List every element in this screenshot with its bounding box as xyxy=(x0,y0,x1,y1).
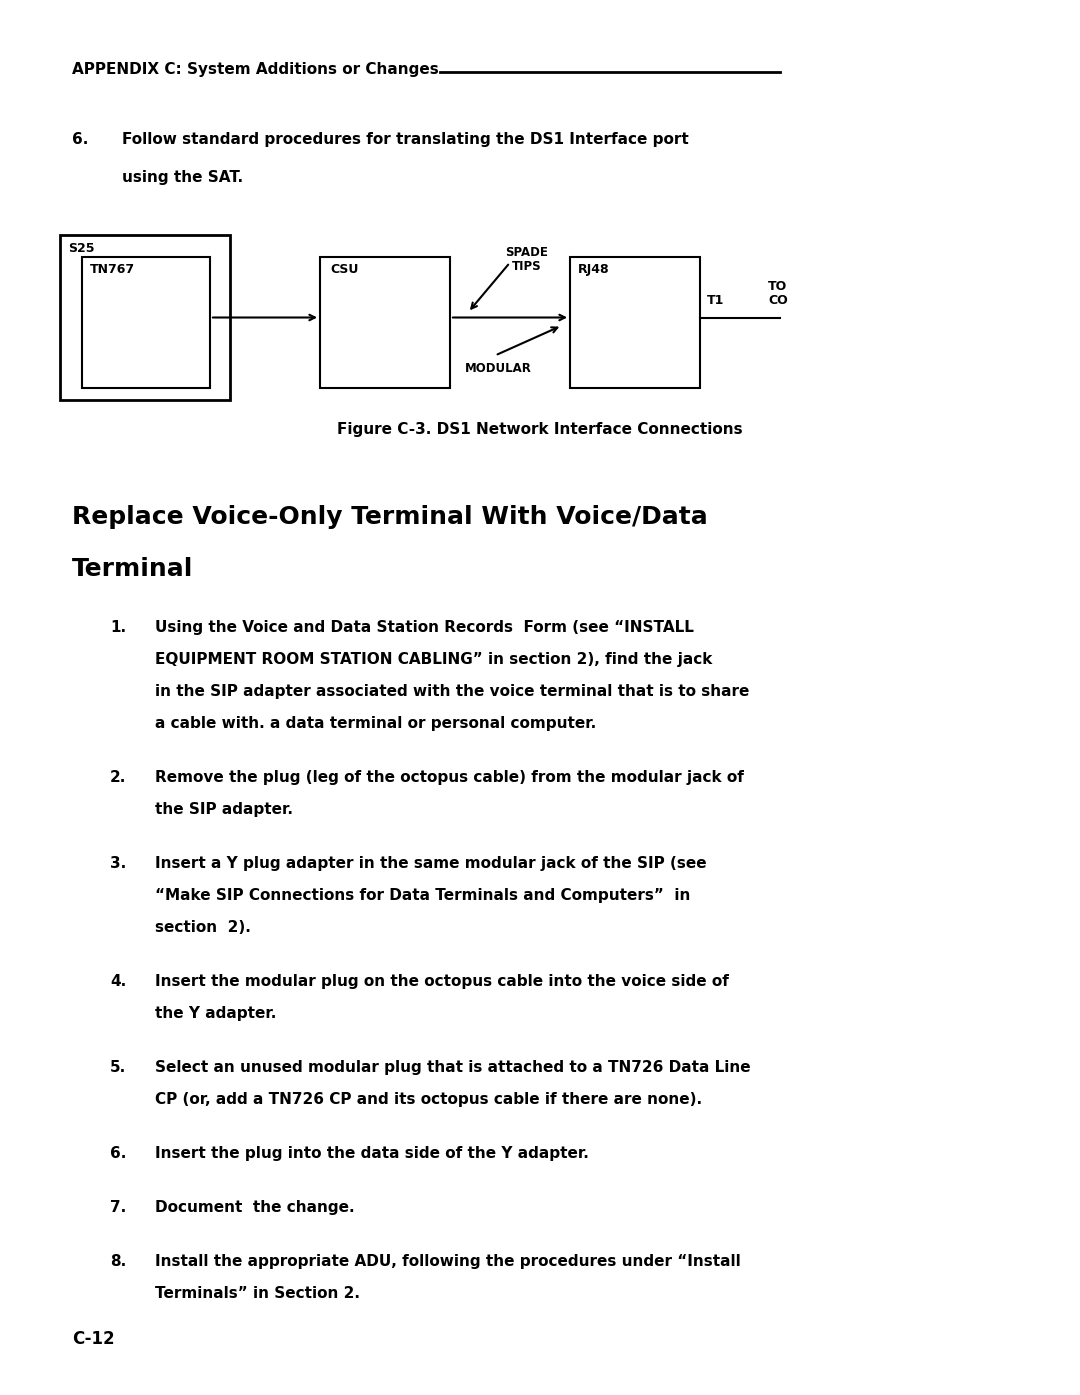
Text: 3.: 3. xyxy=(110,857,126,870)
Text: 8.: 8. xyxy=(110,1254,126,1269)
Text: S25: S25 xyxy=(68,241,95,255)
Text: C-12: C-12 xyxy=(72,1329,114,1348)
Text: MODULAR: MODULAR xyxy=(465,363,531,375)
Text: CP (or, add a TN726 CP and its octopus cable if there are none).: CP (or, add a TN726 CP and its octopus c… xyxy=(156,1092,702,1108)
Text: 5.: 5. xyxy=(110,1060,126,1076)
Text: Figure C-3. DS1 Network Interface Connections: Figure C-3. DS1 Network Interface Connec… xyxy=(337,423,743,437)
Text: SPADE
TIPS: SPADE TIPS xyxy=(505,246,548,273)
Text: 6.: 6. xyxy=(72,133,89,146)
Text: in the SIP adapter associated with the voice terminal that is to share: in the SIP adapter associated with the v… xyxy=(156,684,750,699)
Bar xyxy=(320,257,450,388)
Text: RJ48: RJ48 xyxy=(578,264,609,276)
Text: Document  the change.: Document the change. xyxy=(156,1200,354,1215)
Text: T1: T1 xyxy=(707,294,725,307)
Text: TN767: TN767 xyxy=(90,264,135,276)
Text: EQUIPMENT ROOM STATION CABLING” in section 2), find the jack: EQUIPMENT ROOM STATION CABLING” in secti… xyxy=(156,651,713,667)
Bar xyxy=(60,234,230,400)
Text: Replace Voice-Only Terminal With Voice/Data: Replace Voice-Only Terminal With Voice/D… xyxy=(72,505,707,529)
Text: CSU: CSU xyxy=(330,264,359,276)
Text: the Y adapter.: the Y adapter. xyxy=(156,1006,276,1021)
Text: 2.: 2. xyxy=(110,770,126,785)
Text: Insert a Y plug adapter in the same modular jack of the SIP (see: Insert a Y plug adapter in the same modu… xyxy=(156,857,706,870)
Text: Select an unused modular plug that is attached to a TN726 Data Line: Select an unused modular plug that is at… xyxy=(156,1060,751,1076)
Text: the SIP adapter.: the SIP adapter. xyxy=(156,802,293,817)
Text: a cable with. a data terminal or personal computer.: a cable with. a data terminal or persona… xyxy=(156,716,596,731)
Text: Terminal: Terminal xyxy=(72,557,193,580)
Text: Insert the plug into the data side of the Y adapter.: Insert the plug into the data side of th… xyxy=(156,1147,589,1161)
Text: 6.: 6. xyxy=(110,1147,126,1161)
Text: 4.: 4. xyxy=(110,974,126,989)
Text: using the SAT.: using the SAT. xyxy=(122,170,243,186)
Text: Remove the plug (leg of the octopus cable) from the modular jack of: Remove the plug (leg of the octopus cabl… xyxy=(156,770,744,785)
Text: Install the appropriate ADU, following the procedures under “Install: Install the appropriate ADU, following t… xyxy=(156,1254,741,1269)
Text: Insert the modular plug on the octopus cable into the voice side of: Insert the modular plug on the octopus c… xyxy=(156,974,729,989)
Text: Using the Voice and Data Station Records  Form (see “INSTALL: Using the Voice and Data Station Records… xyxy=(156,619,693,635)
Text: APPENDIX C: System Additions or Changes: APPENDIX C: System Additions or Changes xyxy=(72,61,438,77)
Text: 1.: 1. xyxy=(110,619,126,635)
Text: TO
CO: TO CO xyxy=(768,279,787,307)
Text: “Make SIP Connections for Data Terminals and Computers”  in: “Make SIP Connections for Data Terminals… xyxy=(156,889,690,903)
Text: Follow standard procedures for translating the DS1 Interface port: Follow standard procedures for translati… xyxy=(122,133,689,146)
Text: section  2).: section 2). xyxy=(156,919,251,935)
Text: Terminals” in Section 2.: Terminals” in Section 2. xyxy=(156,1286,360,1302)
Text: 7.: 7. xyxy=(110,1200,126,1215)
Bar xyxy=(82,257,210,388)
Bar xyxy=(570,257,700,388)
